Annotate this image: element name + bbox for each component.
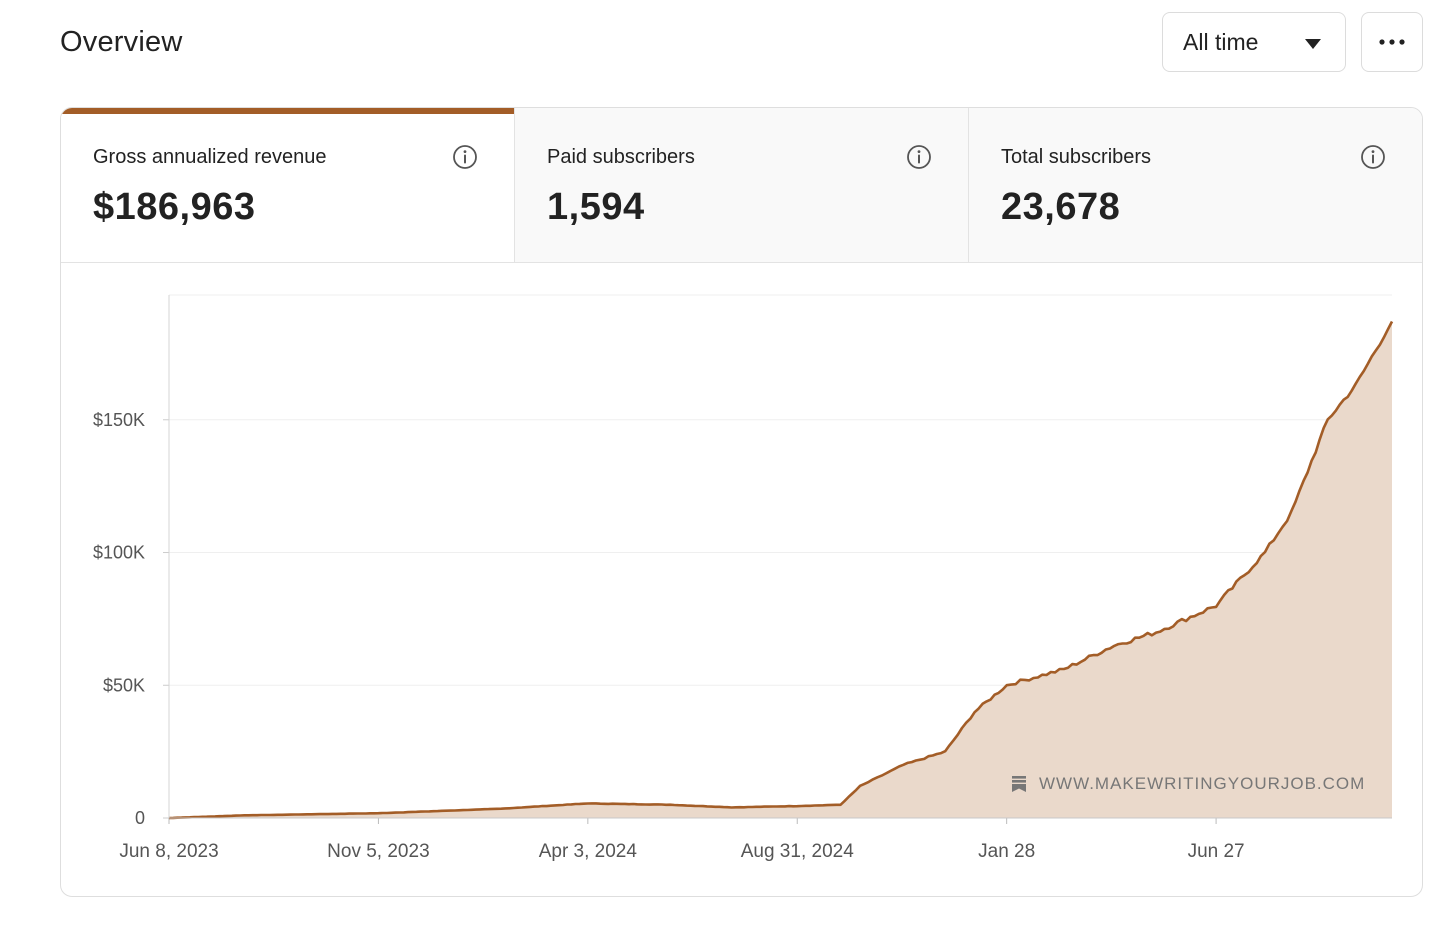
metric-value: 1,594: [547, 186, 645, 228]
x-tick-label: Aug 31, 2024: [741, 841, 854, 862]
info-icon[interactable]: [906, 144, 932, 170]
metric-value: $186,963: [93, 186, 256, 228]
info-icon[interactable]: [452, 144, 478, 170]
series-line: [168, 320, 1394, 820]
y-tick-label: $150K: [93, 410, 145, 430]
caret-down-icon: [1305, 39, 1321, 49]
y-tick-label: $100K: [93, 543, 145, 563]
info-icon[interactable]: [1360, 144, 1386, 170]
time-range-dropdown[interactable]: All time: [1162, 12, 1346, 72]
y-tick-label: $50K: [103, 675, 145, 695]
x-tick-label: Jun 27: [1188, 841, 1245, 862]
x-tick-label: Jun 8, 2023: [119, 841, 218, 862]
metric-label: Gross annualized revenue: [93, 146, 327, 168]
watermark: WWW.MAKEWRITINGYOURJOB.COM: [1011, 774, 1365, 794]
tab-gross-annualized-revenue[interactable]: Gross annualized revenue $186,963: [61, 108, 514, 262]
bookmark-icon: [1012, 776, 1026, 792]
x-tick-label: Nov 5, 2023: [327, 841, 429, 862]
page-title: Overview: [60, 26, 183, 58]
metric-label: Paid subscribers: [547, 146, 695, 168]
metric-value: 23,678: [1001, 186, 1121, 228]
watermark-text: WWW.MAKEWRITINGYOURJOB.COM: [1039, 774, 1366, 793]
x-tick-label: Apr 3, 2024: [539, 841, 638, 862]
tab-paid-subscribers[interactable]: Paid subscribers 1,594: [514, 108, 968, 262]
revenue-chart: 0 $50K $100K $150K Jun 8, 2023 Nov 5, 2023 Apr…: [61, 262, 1422, 896]
more-options-button[interactable]: [1361, 12, 1423, 72]
more-horizontal-icon: [1379, 39, 1405, 45]
tab-total-subscribers[interactable]: Total subscribers 23,678: [968, 108, 1422, 262]
y-tick-label: 0: [135, 808, 145, 828]
chart-svg: 0 $50K $100K $150K Jun 8, 2023 Nov 5, 2023 Apr…: [93, 294, 1394, 862]
overview-card: Gross annualized revenue $186,963 Paid s…: [60, 107, 1423, 897]
x-tick-label: Jan 28: [978, 841, 1035, 862]
series-area: [169, 321, 1392, 818]
time-range-value: All time: [1183, 28, 1259, 55]
metric-tabs: Gross annualized revenue $186,963 Paid s…: [61, 108, 1422, 263]
metric-label: Total subscribers: [1001, 146, 1152, 168]
